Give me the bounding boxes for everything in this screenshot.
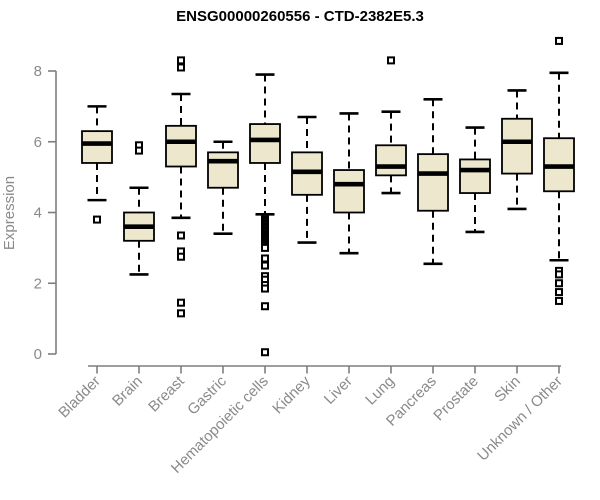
y-tick-label: 0 <box>34 346 42 363</box>
y-tick-label: 6 <box>34 134 42 151</box>
box-group-breast <box>165 56 197 318</box>
x-tick-label: Skin <box>491 373 524 406</box>
chart-title: ENSG00000260556 - CTD-2382E5.3 <box>176 8 424 25</box>
outlier-point <box>261 261 269 270</box>
iqr-box <box>501 117 533 175</box>
box-group-gastric <box>207 140 239 236</box>
iqr-box <box>375 144 407 177</box>
x-tick-label: Breast <box>145 372 188 415</box>
box-group-kidney <box>291 115 323 244</box>
outlier-point <box>93 215 101 224</box>
x-tick-label: Prostate <box>430 373 482 425</box>
x-tick-label: Lung <box>362 373 398 409</box>
box-group-hematopoietic-cells <box>249 73 281 357</box>
outlier-point <box>555 279 563 288</box>
outlier-point <box>177 231 185 240</box>
box-group-lung <box>375 56 407 195</box>
x-tick-label: Kidney <box>269 372 314 417</box>
x-tick-label: Bladder <box>55 373 104 422</box>
outlier-point <box>177 63 185 72</box>
outlier-point <box>177 252 185 261</box>
outlier-point <box>555 270 563 279</box>
outlier-point <box>261 254 269 263</box>
box-group-unknown-other <box>543 36 575 305</box>
outlier-point <box>177 309 185 318</box>
y-tick-label: 8 <box>34 63 42 80</box>
outlier-point <box>555 296 563 305</box>
box-group-brain <box>123 141 155 276</box>
outlier-point <box>555 36 563 45</box>
outlier-point <box>177 56 185 65</box>
outlier-point <box>177 298 185 307</box>
box-group-bladder <box>81 105 113 224</box>
iqr-box <box>165 124 197 168</box>
box-group-prostate <box>459 126 491 234</box>
outlier-point <box>261 284 269 293</box>
iqr-box <box>417 153 449 212</box>
box-group-pancreas <box>417 98 449 266</box>
iqr-box <box>81 130 113 164</box>
outlier-point <box>135 146 143 155</box>
outlier-point <box>261 243 269 252</box>
box-group-liver <box>333 112 365 255</box>
iqr-box <box>249 123 281 164</box>
y-tick-label: 4 <box>34 205 42 222</box>
y-axis-title: Expression <box>1 176 18 250</box>
x-tick-label: Liver <box>321 373 356 408</box>
outlier-point <box>261 348 269 357</box>
box-group-skin <box>501 89 533 211</box>
iqr-box <box>207 151 239 189</box>
outlier-point <box>387 56 395 65</box>
x-tick-label: Brain <box>109 373 146 410</box>
outlier-point <box>261 302 269 311</box>
y-tick-label: 2 <box>34 275 42 292</box>
iqr-box <box>333 169 365 214</box>
outlier-point <box>555 288 563 297</box>
iqr-box <box>459 158 491 194</box>
